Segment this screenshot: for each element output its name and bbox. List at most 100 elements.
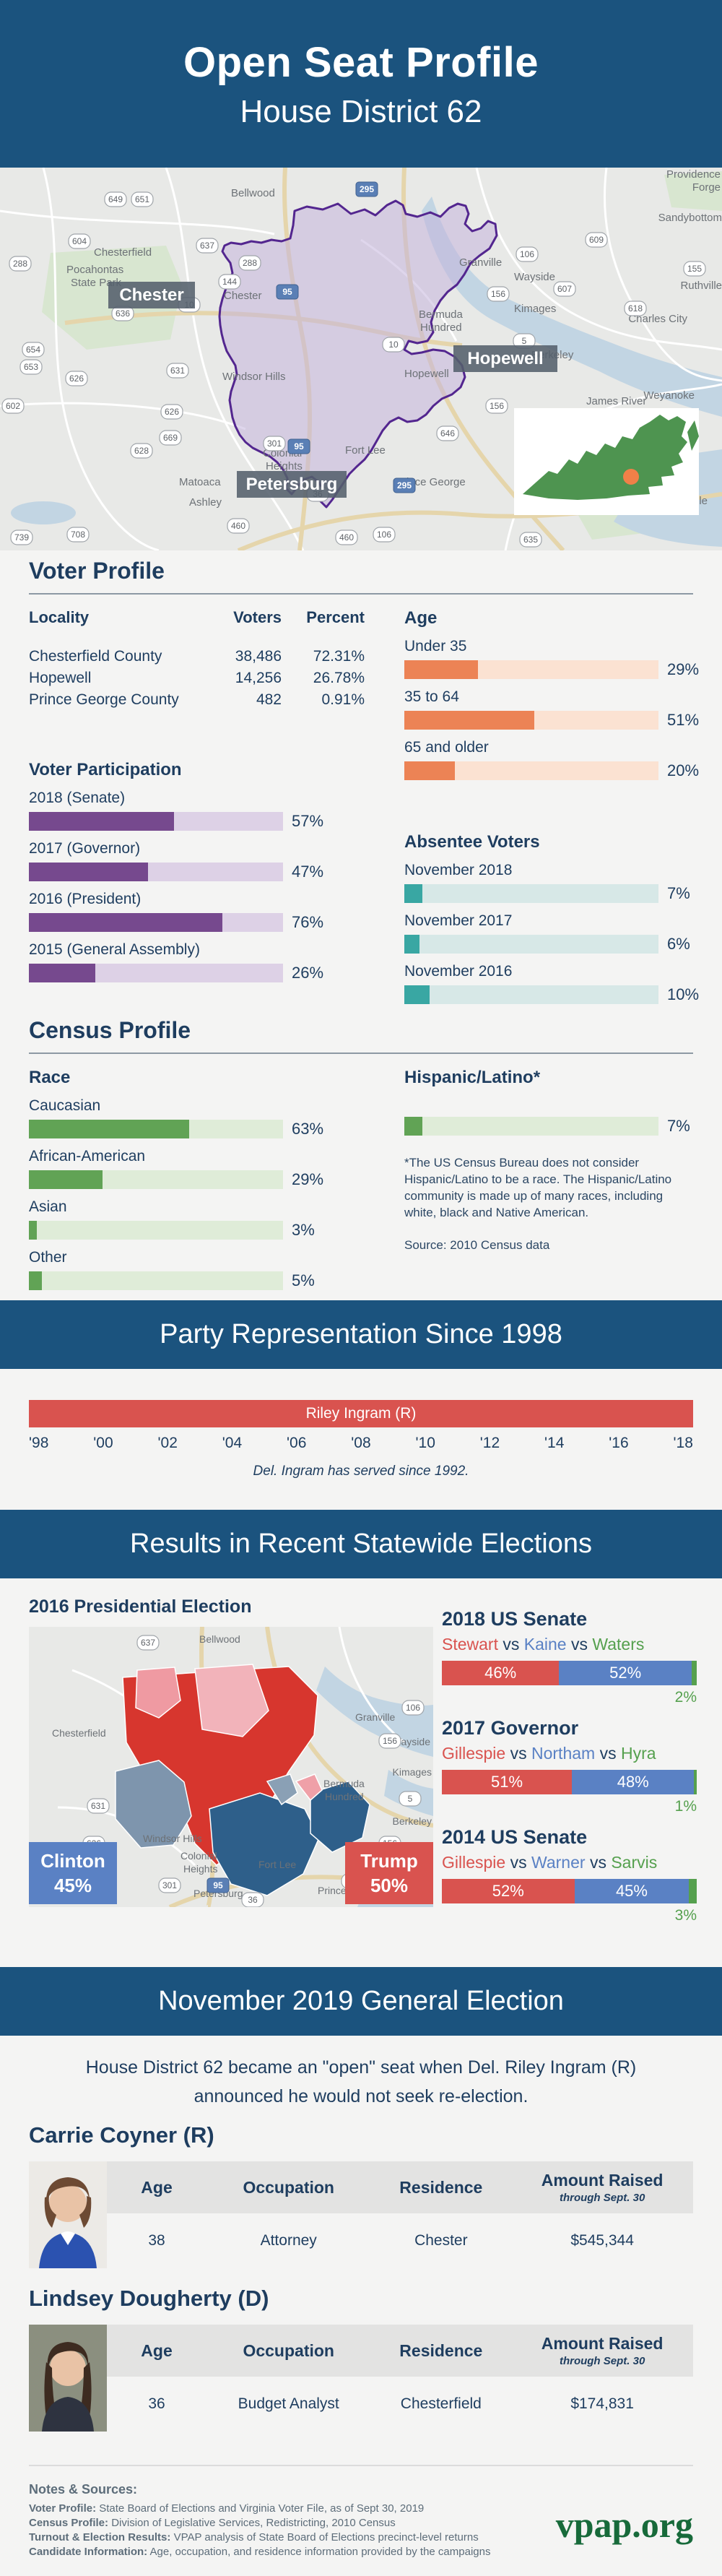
svg-text:95: 95 — [213, 1880, 223, 1890]
bar-value: 5% — [292, 1271, 315, 1289]
year-tick: '12 — [479, 1435, 500, 1451]
bar-value: 29% — [667, 660, 700, 678]
banner-title: November 2019 General Election — [158, 1986, 564, 2016]
chart-title: Age — [404, 608, 438, 628]
svg-text:36: 36 — [248, 1895, 258, 1905]
bar-fill — [404, 884, 422, 903]
bar-group: November 2018 7% — [404, 861, 708, 903]
map-town-label: Forge — [692, 181, 721, 194]
route-shield: 618 — [624, 301, 647, 316]
svg-text:637: 637 — [200, 241, 214, 251]
interstate-shield: 295 — [355, 181, 378, 197]
footer-divider — [29, 2465, 693, 2466]
race-title: 2018 US Senate — [442, 1608, 588, 1630]
year-tick: '08 — [351, 1435, 371, 1451]
bar-track — [29, 1221, 283, 1240]
interstate-shield: 95 — [206, 1877, 230, 1893]
candidate-card-coyner: Age Occupation Residence Amount Raised t… — [29, 2161, 693, 2268]
map-town-label: Bermuda — [323, 1778, 365, 1789]
svg-text:653: 653 — [24, 362, 38, 372]
thirdparty-name: Waters — [592, 1635, 645, 1654]
map-town-label: Colonial — [180, 1850, 217, 1862]
map-label-hopewell: Hopewell — [453, 345, 557, 372]
bar-track — [29, 1271, 283, 1290]
route-shield: 155 — [683, 261, 706, 277]
bar-label: 2016 (President) — [29, 891, 142, 907]
bar-value: 63% — [292, 1120, 324, 1138]
svg-text:669: 669 — [163, 433, 178, 443]
map-town-label: Pocahontas — [66, 264, 123, 276]
bar-label: African-American — [29, 1148, 146, 1164]
candidate-name: Trump — [360, 1850, 418, 1872]
svg-text:Petersburg: Petersburg — [246, 475, 338, 494]
precinct-lean-democratic — [266, 1773, 298, 1806]
column-header-locality: Locality — [29, 608, 90, 626]
bar-value: 76% — [292, 913, 324, 931]
precinct-democratic — [209, 1792, 320, 1896]
route-shield: 36 — [241, 1892, 264, 1908]
map-town-label: Fort Lee — [345, 444, 386, 457]
route-shield: 631 — [166, 363, 189, 379]
bar-track — [404, 711, 658, 730]
bar-label: Under 35 — [404, 638, 467, 654]
svg-text:5: 5 — [408, 1794, 413, 1804]
vs-label: vs — [510, 1853, 527, 1872]
map-town-label: Ruthville — [680, 280, 722, 292]
republican-segment: 52% — [442, 1879, 575, 1903]
chart-title: Absentee Voters — [404, 832, 540, 852]
bar-value: 20% — [667, 761, 700, 779]
map-road — [338, 1626, 405, 1744]
map-label-petersburg: Petersburg — [237, 471, 347, 498]
notes-title: Notes & Sources: — [29, 2482, 138, 2497]
bar-group: Asian 3% — [29, 1198, 368, 1240]
bar-label: November 2016 — [404, 963, 513, 980]
candidate-table-header: Age Occupation Residence Amount Raised t… — [107, 2161, 693, 2213]
vpap-logo-link[interactable]: vpap.org — [555, 2504, 693, 2545]
page-title: Open Seat Profile — [183, 38, 539, 86]
svg-text:635: 635 — [523, 535, 538, 545]
note-line: Candidate Information: Age, occupation, … — [29, 2546, 491, 2558]
candidate-table-values: 36 Budget Analyst Chesterfield $174,831 — [107, 2377, 693, 2432]
svg-text:288: 288 — [13, 259, 27, 269]
candidate-photo — [29, 2161, 107, 2268]
svg-text:288: 288 — [243, 258, 257, 268]
map-town-label: Petersburg — [193, 1888, 243, 1899]
thirdparty-pct: 3% — [674, 1907, 697, 1924]
route-shield: 654 — [22, 342, 45, 358]
svg-text:106: 106 — [377, 530, 391, 540]
race-title: 2014 US Senate — [442, 1826, 588, 1848]
route-shield: 602 — [1, 398, 25, 414]
svg-text:460: 460 — [339, 532, 354, 543]
value-amount: $174,831 — [570, 2395, 634, 2412]
general-election-banner: November 2019 General Election — [0, 1967, 722, 2036]
map-town-label: Windsor Hills — [222, 371, 286, 383]
interstate-shield: 95 — [287, 438, 310, 454]
bar-value: 7% — [667, 1117, 690, 1135]
bar-group: 2018 (Senate) 57% — [29, 789, 368, 831]
bar-group: 2016 (President) 76% — [29, 890, 368, 932]
map-town-label: Bellwood — [199, 1633, 240, 1645]
bar-label: 2018 (Senate) — [29, 790, 126, 806]
route-shield: 649 — [104, 191, 127, 207]
svg-text:637: 637 — [141, 1638, 155, 1648]
svg-text:604: 604 — [72, 236, 87, 246]
map-label-chester: Chester — [108, 282, 195, 308]
bar-label: 2015 (General Assembly) — [29, 941, 200, 958]
svg-text:628: 628 — [134, 446, 149, 456]
table-row: Hopewell 14,256 26.78% — [29, 667, 368, 689]
year-tick: '98 — [29, 1435, 49, 1451]
bar-fill — [29, 964, 95, 982]
democrat-segment: 45% — [574, 1879, 690, 1903]
map-town-label: Sandybottom — [658, 212, 722, 224]
route-shield: 631 — [87, 1798, 110, 1814]
bar-value: 47% — [292, 863, 324, 881]
open-seat-explanation: House District 62 became an "open" seat … — [0, 2053, 722, 2111]
bar-value: 10% — [667, 985, 700, 1003]
democrat-segment: 48% — [572, 1770, 695, 1794]
candidate-table-header: Age Occupation Residence Amount Raised t… — [107, 2325, 693, 2377]
svg-text:651: 651 — [135, 194, 149, 204]
svg-text:301: 301 — [267, 438, 282, 449]
bar-value: 57% — [292, 812, 324, 830]
party-representation-banner: Party Representation Since 1998 — [0, 1300, 722, 1369]
cell-percent: 26.78% — [313, 670, 365, 686]
